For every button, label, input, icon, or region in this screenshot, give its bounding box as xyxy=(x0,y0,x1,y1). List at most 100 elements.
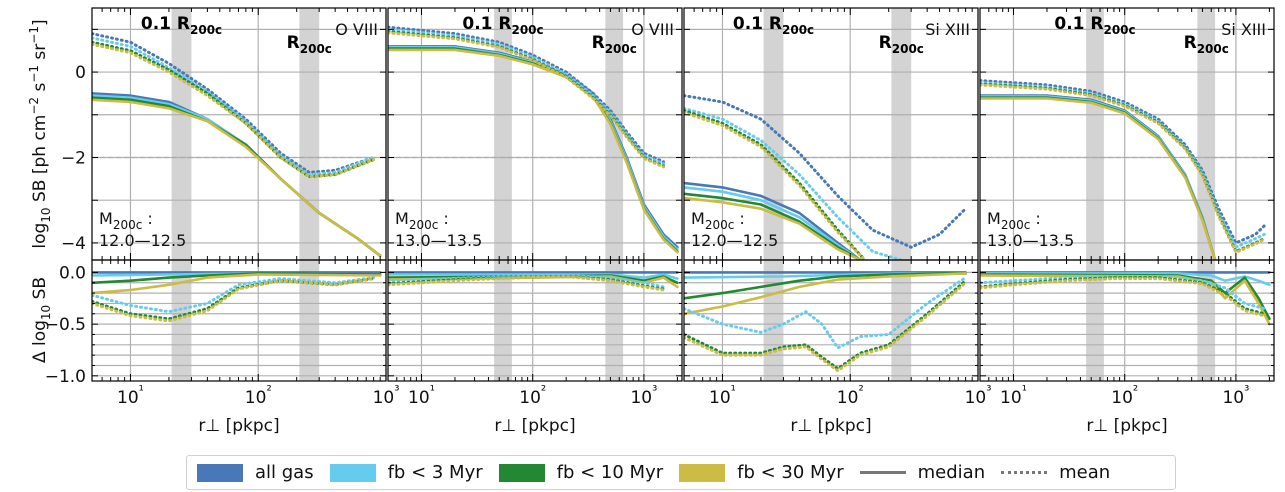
legend-item-fb-30: fb < 30 Myr xyxy=(679,462,844,483)
mass-label-part: 200c xyxy=(409,218,439,232)
y-axis-label-part: log xyxy=(30,223,50,249)
bottom-mean-line xyxy=(92,276,376,314)
legend-label: all gas xyxy=(255,462,314,483)
radius-band-virial xyxy=(299,8,320,260)
bottom-median-line xyxy=(92,273,382,295)
x-tick-label-part: ³ xyxy=(986,384,991,399)
y-axis-label-part: ] xyxy=(30,19,50,26)
radius-band-inner xyxy=(494,8,512,260)
y-axis-label-part: SB xyxy=(30,277,50,305)
x-tick-label-part: 10 xyxy=(1000,388,1022,408)
x-tick-label: 10¹ xyxy=(1000,384,1027,408)
mass-label-part: : xyxy=(142,209,152,228)
legend-label: mean xyxy=(1059,462,1111,483)
x-tick-label-part: ³ xyxy=(394,384,399,399)
x-tick-label-part: ³ xyxy=(1244,384,1249,399)
top-mean-line xyxy=(388,27,665,166)
top-median-line xyxy=(980,97,1217,260)
bottom-series-group xyxy=(980,271,1271,326)
mass-label-part: 200c xyxy=(113,218,143,232)
top-mean-line xyxy=(388,25,665,164)
legend-label: fb < 10 Myr xyxy=(556,462,664,483)
x-tick-label-part: 10 xyxy=(408,388,430,408)
band-label-part: 200c xyxy=(511,23,543,37)
band-label-part: 0.1 R xyxy=(141,14,190,34)
top-series-group xyxy=(388,25,679,254)
top-median-line xyxy=(684,186,862,260)
bottom-median-line xyxy=(980,274,1271,326)
mass-label-part: : xyxy=(438,209,448,228)
top-median-line xyxy=(684,196,862,260)
band-label-part: R xyxy=(287,33,300,53)
x-tick-label: 10³ xyxy=(630,384,657,408)
axes-frame-bottom xyxy=(683,259,979,382)
bottom-median-line xyxy=(980,272,1271,287)
top-mean-line xyxy=(92,36,376,177)
band-label-part: 200c xyxy=(1197,42,1229,56)
radius-band-virial xyxy=(605,260,624,381)
top-median-line xyxy=(684,181,862,260)
mass-range-label: 12.0—12.5 xyxy=(99,231,186,250)
legend-patch-fb-3 xyxy=(329,463,376,482)
bottom-median-line xyxy=(684,272,967,316)
x-tick-label-part: 10 xyxy=(1111,388,1133,408)
bottom-mean-line xyxy=(684,281,968,373)
x-tick-label-part: ¹ xyxy=(1022,384,1027,399)
band-label: 0.1 R200c xyxy=(1054,14,1135,37)
radius-band-virial xyxy=(299,260,320,381)
band-label-part: 200c xyxy=(605,42,637,56)
band-label-part: 200c xyxy=(892,42,924,56)
x-tick-label: 10³ xyxy=(373,384,400,408)
x-tick-label: 10³ xyxy=(965,384,992,408)
top-mean-line xyxy=(684,94,968,249)
x-tick-label-part: 10 xyxy=(965,388,987,408)
radius-band-inner xyxy=(1086,260,1104,381)
legend-line-median xyxy=(859,471,906,474)
mass-label-part: M xyxy=(987,209,1001,228)
legend-item-fb-3: fb < 3 Myr xyxy=(329,462,483,483)
x-axis-label: r⊥ [pkpc] xyxy=(790,416,871,436)
y-axis-label-part: s xyxy=(30,83,50,97)
legend-item-fb-10: fb < 10 Myr xyxy=(498,462,664,483)
y-tick-label: 0.0 xyxy=(59,263,86,283)
legend-label: fb < 3 Myr xyxy=(387,462,483,483)
band-label-part: 200c xyxy=(782,23,814,37)
x-tick-label: 10² xyxy=(1111,384,1138,408)
band-label: 0.1 R200c xyxy=(733,14,814,37)
axes-frame-bottom xyxy=(979,259,1275,382)
mass-label: M200c : xyxy=(395,209,449,232)
y-tick-label: −1.0 xyxy=(45,367,86,387)
axes-frame-bottom xyxy=(91,259,387,382)
x-tick-label-part: 10 xyxy=(117,388,139,408)
x-tick-label-part: 10 xyxy=(1222,388,1244,408)
bottom-median-line xyxy=(388,273,679,280)
x-tick-label: 10² xyxy=(519,384,546,408)
radius-band-inner xyxy=(763,8,784,260)
x-axis-label: r⊥ [pkpc] xyxy=(494,416,575,436)
bottom-mean-line xyxy=(684,276,968,350)
y-axis-label-part: −1 xyxy=(27,26,41,44)
band-label-part: R xyxy=(1184,33,1197,53)
top-median-line xyxy=(684,192,862,260)
radius-band-inner xyxy=(171,260,192,381)
top-median-line xyxy=(92,98,382,257)
legend-item-mean: mean xyxy=(1001,462,1110,483)
y-tick-label: −0.5 xyxy=(45,315,86,335)
x-tick-label-part: ¹ xyxy=(430,384,435,399)
x-tick-label-part: ¹ xyxy=(139,384,144,399)
x-tick-label-part: 10 xyxy=(630,388,652,408)
band-label-part: 200c xyxy=(1103,23,1135,37)
y-axis-label-part: −2 xyxy=(27,97,41,115)
y-axis-label-part: sr xyxy=(30,44,50,65)
legend-patch-fb-10 xyxy=(498,463,545,482)
band-label: R200c xyxy=(879,33,924,56)
x-tick-label-part: 10 xyxy=(837,388,859,408)
y-axis-label-bottom: Δ log10 SB xyxy=(30,277,53,363)
radius-band-virial xyxy=(891,8,912,260)
x-tick-label-part: ¹ xyxy=(731,384,736,399)
x-tick-label: 10² xyxy=(837,384,864,408)
x-tick-label-part: 10 xyxy=(373,388,395,408)
x-tick-label-part: ² xyxy=(266,384,271,399)
ion-label: Si XIII xyxy=(925,20,970,39)
